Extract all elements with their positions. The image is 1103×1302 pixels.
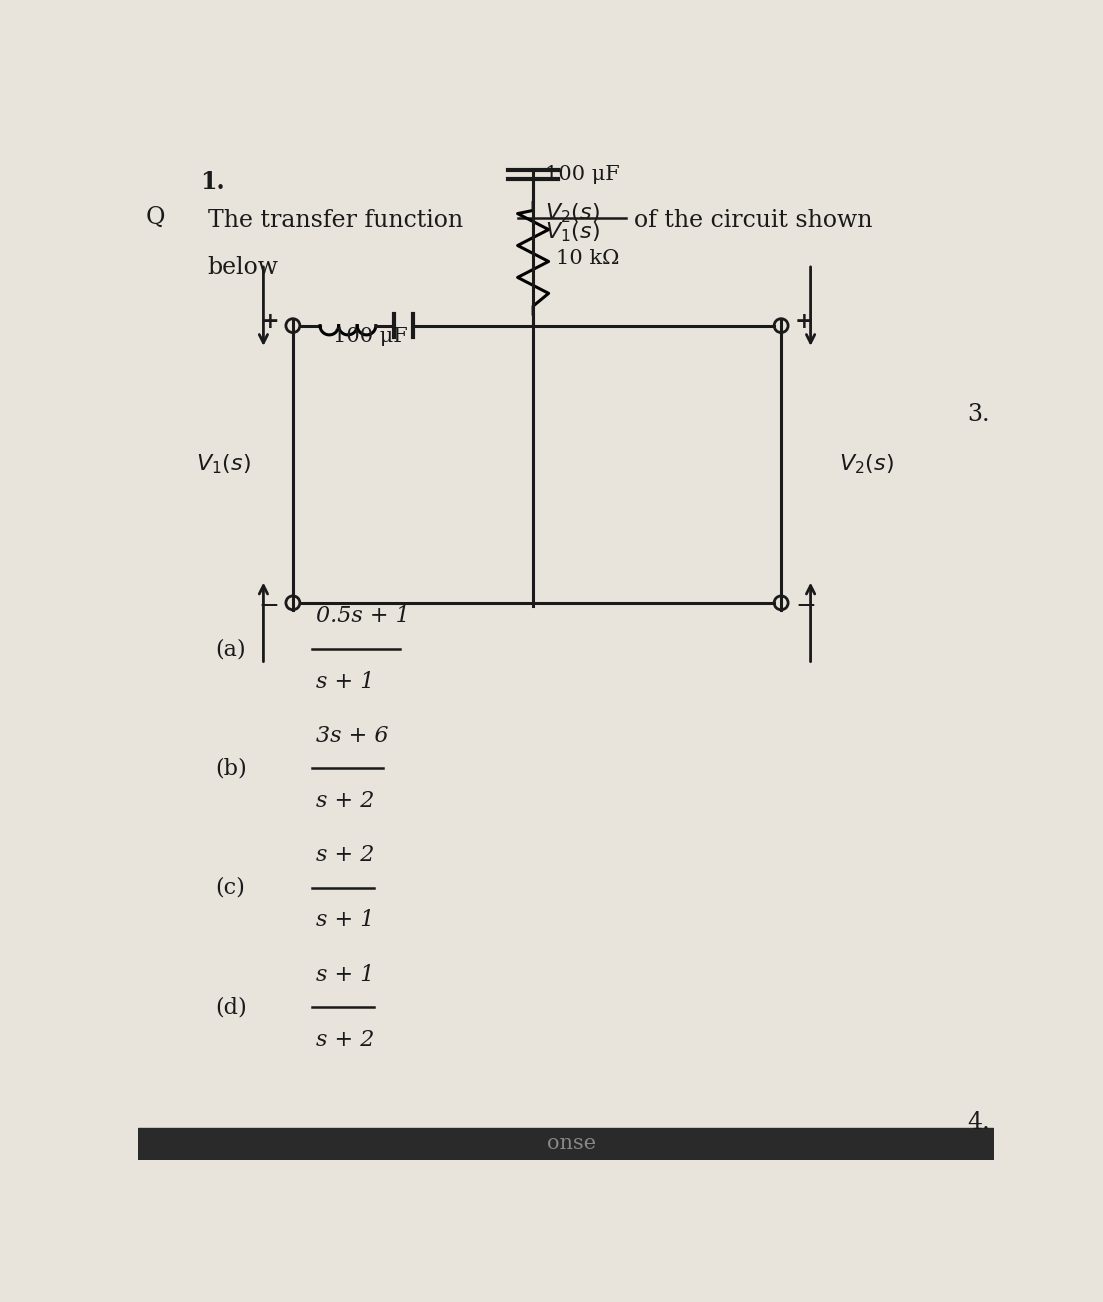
Text: s + 2: s + 2 (317, 1029, 375, 1051)
Text: $V_1(s)$: $V_1(s)$ (195, 452, 250, 477)
Text: +: + (260, 311, 279, 333)
Text: s + 1: s + 1 (317, 909, 375, 931)
Text: $V_2(s)$: $V_2(s)$ (839, 452, 893, 477)
Text: 3s + 6: 3s + 6 (317, 725, 388, 747)
Text: 100 μF: 100 μF (545, 165, 620, 184)
Text: onse: onse (547, 1134, 597, 1152)
Text: of the circuit shown: of the circuit shown (634, 208, 872, 232)
Text: $V_2(s)$: $V_2(s)$ (545, 201, 599, 224)
Text: −: − (258, 595, 279, 618)
Text: Q: Q (146, 206, 165, 229)
Text: 100 μF: 100 μF (333, 327, 408, 346)
Text: below: below (207, 256, 279, 280)
Text: s + 2: s + 2 (317, 844, 375, 866)
Text: −: − (795, 595, 816, 618)
Text: 3.: 3. (967, 402, 989, 426)
Text: s + 1: s + 1 (317, 671, 375, 693)
Text: (d): (d) (215, 996, 247, 1018)
Text: (a): (a) (215, 638, 246, 660)
Text: The transfer function: The transfer function (207, 208, 463, 232)
Text: $V_1(s)$: $V_1(s)$ (545, 220, 599, 243)
Text: +: + (795, 311, 814, 333)
Text: (b): (b) (215, 758, 247, 780)
Text: 4.: 4. (967, 1111, 989, 1134)
Text: 10 kΩ: 10 kΩ (556, 249, 620, 268)
Text: s + 2: s + 2 (317, 790, 375, 812)
Text: (c): (c) (215, 876, 245, 898)
Text: 0.5s + 1: 0.5s + 1 (317, 605, 410, 628)
Text: s + 1: s + 1 (317, 963, 375, 986)
Text: 1.: 1. (200, 171, 225, 194)
